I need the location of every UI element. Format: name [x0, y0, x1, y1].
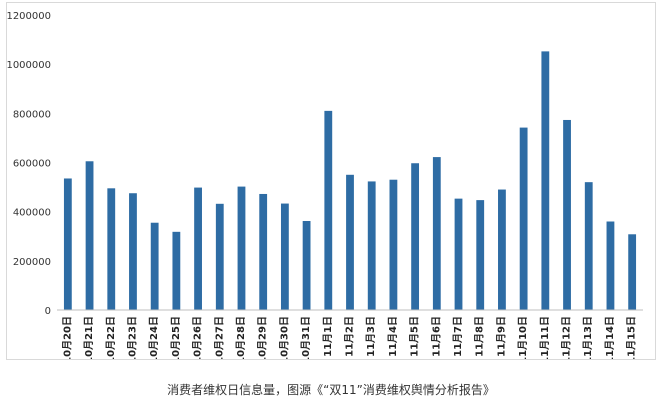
bar — [476, 200, 485, 310]
x-tick-label: 11月6日 — [430, 316, 442, 357]
bar — [563, 119, 571, 311]
x-tick-label: 10月20日 — [61, 316, 73, 359]
bar — [432, 157, 441, 310]
bar — [584, 182, 593, 310]
bar-chart: 020000040000060000080000010000001200000 … — [7, 11, 643, 359]
bar — [107, 188, 116, 310]
y-tick-label: 800000 — [13, 109, 51, 120]
bar — [129, 193, 137, 310]
y-axis: 0 200000 400000 600000 800000 1000000 1200000 — [7, 11, 51, 317]
y-tick-label: 400000 — [13, 208, 51, 219]
bar — [498, 189, 506, 310]
x-tick-label: 10月22日 — [105, 316, 117, 359]
bars — [63, 51, 637, 311]
x-tick-label: 10月31日 — [300, 316, 312, 359]
bar — [324, 110, 333, 310]
x-tick-label: 10月21日 — [83, 316, 95, 359]
x-tick-label: 10月23日 — [126, 316, 138, 359]
x-tick-label: 10月26日 — [192, 316, 204, 359]
bar — [85, 161, 94, 310]
y-tick-label: 0 — [45, 306, 51, 317]
x-tick-label: 10月24日 — [148, 316, 160, 359]
x-tick-label: 11月4日 — [387, 316, 399, 357]
x-tick-label: 10月28日 — [235, 316, 247, 359]
bar — [541, 51, 550, 311]
x-tick-label: 11月1日 — [322, 316, 334, 357]
figure-caption: 消费者维权日信息量，图源《“双11”消费维权舆情分析报告》 — [167, 383, 495, 397]
bar — [280, 203, 289, 310]
bar — [519, 127, 528, 310]
bar — [172, 231, 181, 310]
x-tick-label: 11月5日 — [409, 316, 421, 357]
x-tick-label: 11月12日 — [561, 316, 573, 359]
y-tick-label: 200000 — [13, 257, 51, 268]
bar — [367, 181, 376, 310]
x-tick-label: 11月13日 — [582, 316, 594, 359]
bar — [606, 221, 615, 310]
x-tick-label: 11月15日 — [626, 316, 638, 359]
x-tick-label: 11月10日 — [517, 316, 529, 359]
bar — [389, 179, 398, 310]
x-tick-label: 11月9日 — [495, 316, 507, 357]
bar — [150, 222, 159, 310]
x-tick-label: 11月2日 — [344, 316, 356, 357]
y-tick-label: 1000000 — [7, 60, 51, 71]
bar — [215, 203, 224, 310]
x-tick-label: 10月30日 — [278, 316, 290, 359]
x-tick-label: 10月25日 — [170, 316, 182, 359]
bar — [237, 186, 246, 310]
x-tick-label: 11月3日 — [365, 316, 377, 357]
y-tick-label: 600000 — [13, 159, 51, 170]
x-tick-label: 11月11日 — [539, 316, 551, 359]
bar — [411, 163, 420, 310]
bar — [454, 198, 463, 310]
chart-frame: 0 200000 400000 600000 800000 1000000 1200000 … — [6, 2, 656, 360]
bar — [302, 221, 311, 310]
x-tick-label: 10月27日 — [213, 316, 225, 359]
x-axis: 10月20日 10月21日 10月22日 10月23日 10月24日 10月25日 10月2… — [61, 316, 637, 359]
x-tick-label: 11月14日 — [604, 316, 616, 359]
y-tick-label: 1200000 — [7, 11, 51, 22]
bar — [628, 234, 637, 310]
x-tick-label: 11月7日 — [452, 316, 464, 357]
bar — [63, 178, 72, 310]
bar — [259, 193, 268, 310]
x-tick-label: 10月29日 — [257, 316, 269, 359]
bar — [194, 187, 202, 310]
x-tick-label: 11月8日 — [474, 316, 486, 357]
bar — [346, 174, 354, 310]
